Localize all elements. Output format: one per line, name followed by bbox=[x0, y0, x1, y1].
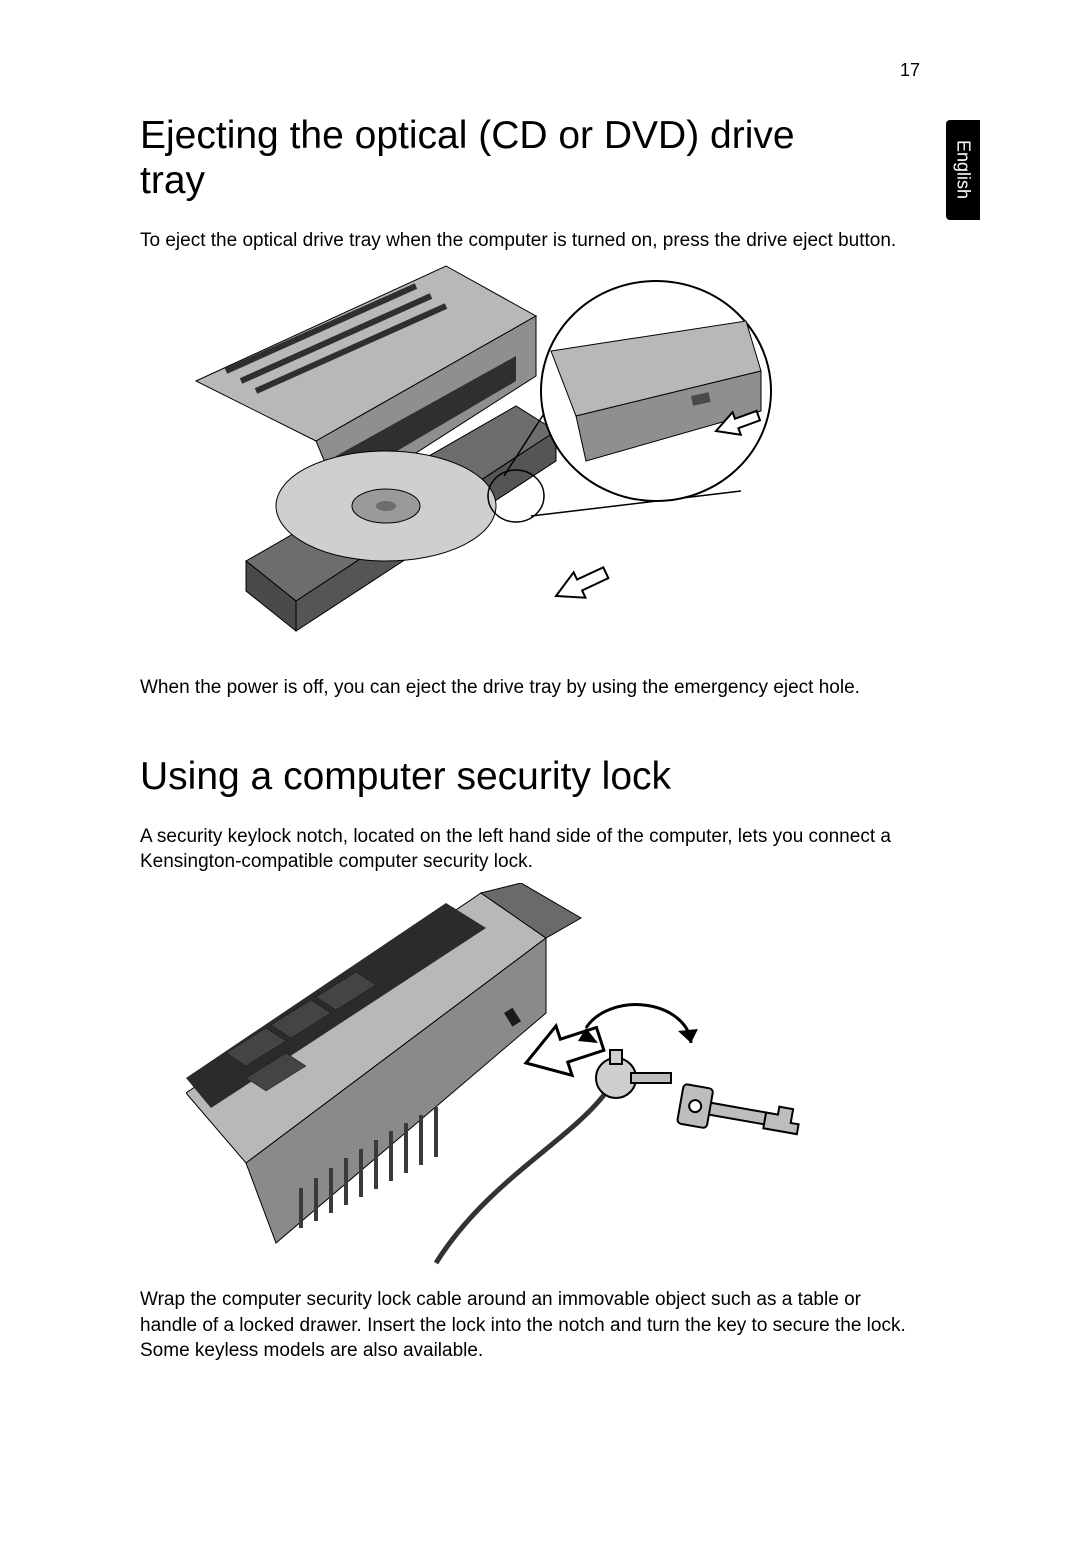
heading-eject-tray: Ejecting the optical (CD or DVD) drive t… bbox=[140, 114, 810, 204]
para-lock-intro: A security keylock notch, located on the… bbox=[140, 824, 920, 875]
page-number: 17 bbox=[900, 60, 920, 81]
language-tab: English bbox=[946, 120, 980, 220]
para-eject-off: When the power is off, you can eject the… bbox=[140, 675, 920, 701]
manual-page: 17 English Ejecting the optical (CD or D… bbox=[0, 0, 1080, 1432]
security-lock-illustration: Illustration of a laptop left side with … bbox=[186, 883, 826, 1273]
para-eject-on: To eject the optical drive tray when the… bbox=[140, 228, 920, 254]
figure-optical-tray: Illustration of a laptop CD/DVD drive tr… bbox=[186, 261, 960, 661]
optical-tray-illustration: Illustration of a laptop CD/DVD drive tr… bbox=[186, 261, 776, 661]
figure-security-lock: Illustration of a laptop left side with … bbox=[186, 883, 960, 1273]
heading-security-lock: Using a computer security lock bbox=[140, 755, 810, 800]
para-lock-instructions: Wrap the computer security lock cable ar… bbox=[140, 1287, 920, 1364]
